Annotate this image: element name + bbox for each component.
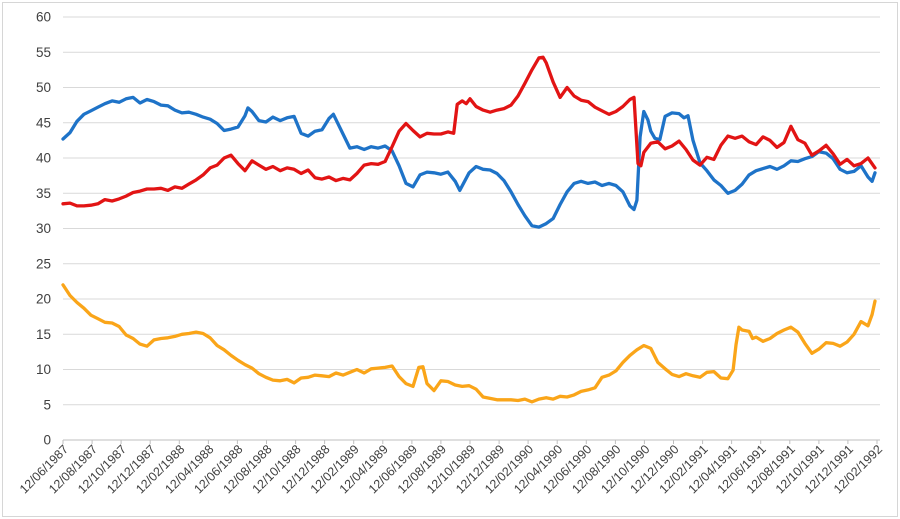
y-tick-label: 5 [43,397,51,412]
y-tick-label: 0 [43,433,51,448]
y-tick-label: 30 [36,221,51,236]
y-tick-label: 25 [36,256,51,271]
y-tick-label: 50 [36,80,51,95]
y-tick-label: 45 [36,115,51,130]
y-gridlines [63,16,880,441]
series-red-line [61,55,877,208]
y-tick-label: 35 [36,186,51,201]
y-tick-label: 10 [36,362,51,377]
y-tick-label: 20 [36,292,51,307]
y-tick-label: 60 [36,10,51,25]
series-orange-line [61,283,877,404]
series-blue-line [61,95,877,229]
x-axis-labels: 12/06/198712/08/198712/10/198712/12/1987… [17,442,885,496]
x-axis-ticks [62,440,878,444]
y-tick-label: 15 [36,327,51,342]
y-tick-label: 55 [36,45,51,60]
y-axis-labels: 0 5 10 15 20 25 30 35 40 45 50 55 60 [36,10,51,448]
y-tick-label: 40 [36,151,51,166]
